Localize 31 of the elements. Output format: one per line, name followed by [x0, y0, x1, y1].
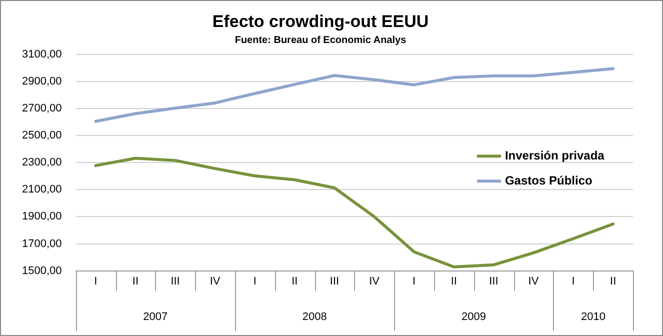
x-tick-label: III	[330, 275, 340, 288]
y-tick-label: 2900,00	[22, 75, 62, 88]
x-tick-label: II	[132, 275, 139, 288]
x-tick-label: I	[94, 275, 98, 288]
y-tick-label: 2500,00	[22, 130, 62, 142]
x-tick-label: I	[253, 275, 256, 288]
legend-label: Inversión privada	[504, 148, 605, 162]
x-tick-label: IV	[369, 275, 380, 288]
x-tick-label: II	[292, 275, 298, 288]
y-tick-label: 1700,00	[22, 238, 62, 250]
x-tick-label: II	[610, 275, 616, 288]
x-tick-label: III	[170, 275, 180, 288]
y-tick-label: 1900,00	[22, 210, 62, 223]
y-tick-label: 2100,00	[22, 184, 62, 196]
x-tick-label: IV	[210, 275, 221, 288]
x-tick-label: II	[450, 275, 457, 288]
text: 2010	[580, 310, 606, 323]
text: 2007	[143, 310, 168, 323]
legend-label: Gastos Público	[504, 173, 592, 188]
x-tick-label: I	[412, 275, 416, 288]
y-tick-label: 3100,00	[22, 48, 62, 60]
text: 2008	[302, 310, 327, 323]
x-tick-label: IV	[528, 275, 540, 288]
x-tick-label: I	[572, 275, 575, 288]
y-tick-label: 1500,00	[22, 264, 62, 277]
y-tick-label: 2300,00	[22, 156, 62, 169]
y-tick-label: 2700,00	[22, 102, 62, 115]
x-tick-label: III	[489, 275, 498, 288]
text: 2009	[462, 310, 486, 323]
chart-subtitle: Fuente: Bureau of Economic Analys	[234, 35, 407, 46]
chart-title: Efecto crowding-out EEUU	[212, 12, 429, 31]
